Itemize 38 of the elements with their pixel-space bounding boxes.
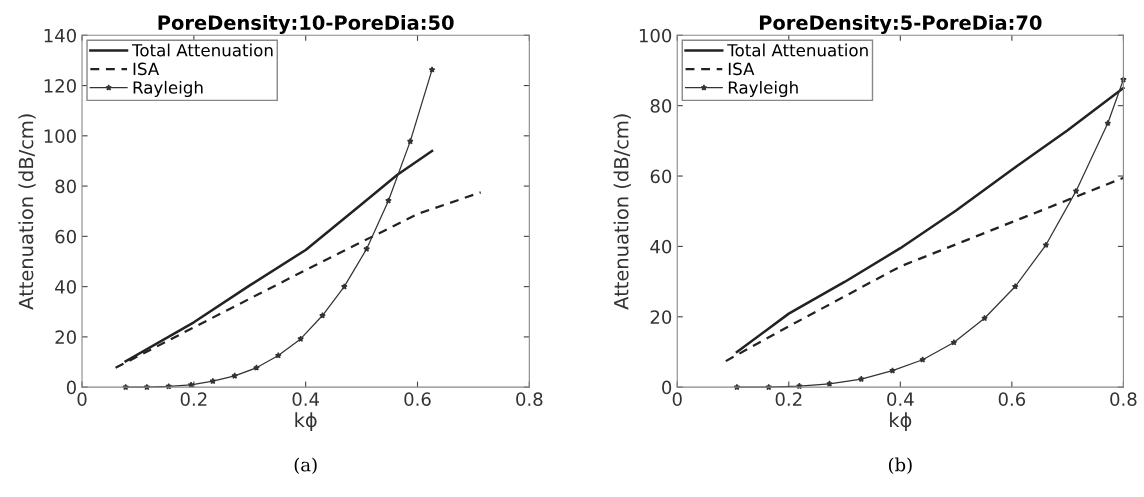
chart-title: PoreDensity:10-PoreDia:50 [158, 14, 454, 34]
legend-label: ISA [133, 62, 160, 76]
x-tick-label: 0.6 [404, 392, 431, 406]
y-tick-label: 0 [662, 380, 672, 395]
text: (a) [294, 457, 317, 475]
x-axis-title: kϕ [295, 412, 317, 432]
y-tick-label: 80 [55, 179, 76, 194]
y-tick-label: 20 [55, 330, 76, 345]
legend-label: ISA [728, 62, 755, 76]
y-tick-label: 100 [639, 28, 672, 43]
x-tick-label: 0.4 [292, 392, 320, 406]
y-tick-label: 0 [66, 380, 76, 395]
x-axis-title: kϕ [890, 412, 912, 432]
y-axis-title: Attenuation (dB/cm) [18, 114, 36, 310]
chart-title: PoreDensity:5-PoreDia:70 [759, 14, 1042, 34]
y-tick-label: 100 [44, 129, 76, 143]
x-tick-label: 0 [672, 392, 682, 406]
y-tick-label: 40 [650, 239, 672, 254]
x-tick-label: 0.4 [887, 392, 914, 406]
x-tick-label: 0 [77, 392, 87, 406]
legend-label: Total Attenuation [727, 43, 868, 57]
x-tick-label: 0.6 [998, 392, 1026, 406]
legend-label: Rayleigh [133, 80, 203, 98]
y-tick-label: 60 [55, 229, 76, 244]
x-tick-label: 0.2 [775, 392, 802, 406]
x-tick-label: 0.8 [1110, 392, 1137, 406]
x-tick-label: 0.8 [516, 392, 543, 406]
y-tick-label: 140 [44, 28, 76, 43]
legend-label: Total Attenuation [131, 43, 273, 57]
y-tick-label: 80 [650, 99, 672, 113]
y-tick-label: 120 [44, 79, 76, 93]
text: (b) [888, 457, 912, 475]
y-tick-label: 40 [55, 280, 76, 294]
legend-label: Rayleigh [728, 80, 798, 98]
y-tick-label: 20 [650, 310, 672, 324]
y-tick-label: 60 [650, 169, 672, 184]
y-axis-title: Attenuation (dB/cm) [613, 114, 631, 310]
x-tick-label: 0.2 [180, 392, 207, 406]
